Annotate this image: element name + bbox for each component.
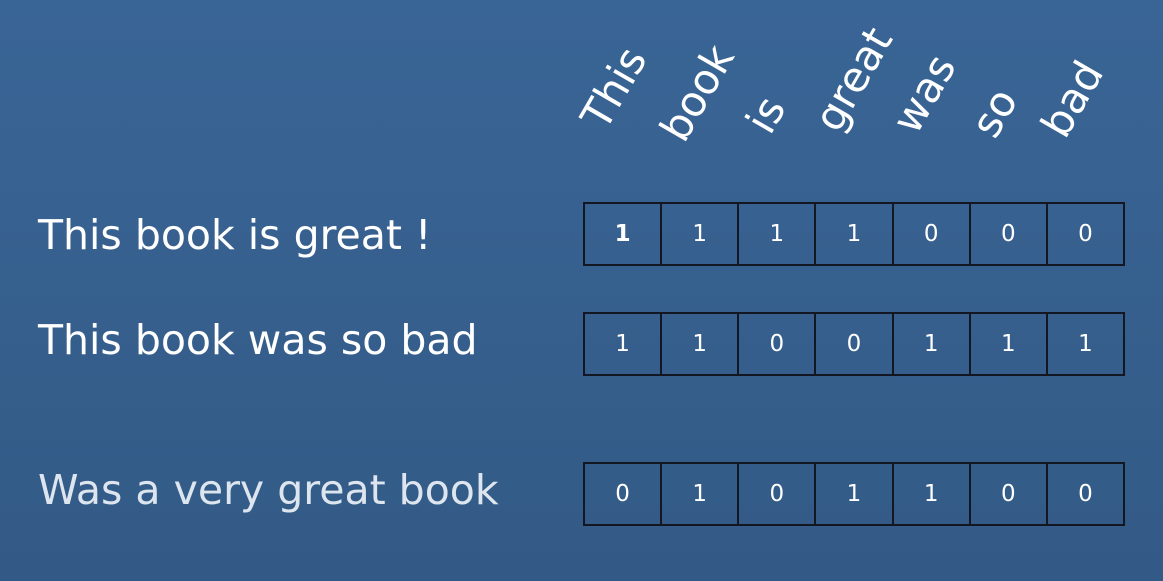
vocab-word-is: is [736, 87, 796, 142]
vector-cell: 1 [662, 464, 740, 524]
vector-cell: 1 [1078, 331, 1093, 357]
sentence-3: Was a very great book [38, 466, 499, 514]
vector-cell: 1 [971, 314, 1048, 374]
vocab-word-so: so [961, 79, 1028, 146]
vector-cell: 0 [739, 464, 817, 524]
vector-cell: 0 [971, 204, 1048, 264]
vector-cell: 1 [894, 314, 971, 374]
vocab-word-great: great [804, 18, 903, 140]
vector-cell: 0 [739, 314, 817, 374]
vector-cell: 0 [1078, 221, 1093, 247]
vocab-word-bad: bad [1031, 52, 1114, 146]
vector-row-3: 0 1 0 1 1 0 0 [583, 462, 1125, 526]
vector-cell: 1 [662, 314, 740, 374]
vocab-word-this: This [571, 38, 657, 138]
sentence-2: This book was so bad [38, 316, 478, 364]
vocab-word-book: book [650, 36, 744, 150]
vector-cell: 1 [739, 204, 817, 264]
vector-cell: 0 [971, 464, 1048, 524]
vocab-word-was: was [882, 45, 966, 142]
vector-cell: 1 [894, 464, 971, 524]
vector-cell: 0 [894, 204, 971, 264]
vector-row-1: 1 1 1 1 0 0 0 [583, 202, 1125, 266]
vector-cell: 0 [585, 464, 663, 524]
vector-cell: 1 [816, 464, 894, 524]
vector-cell: 0 [816, 314, 894, 374]
vector-cell: 1 [585, 204, 663, 264]
vector-cell: 0 [1078, 481, 1093, 507]
vector-cell: 1 [816, 204, 894, 264]
vector-row-2: 1 1 0 0 1 1 1 [583, 312, 1125, 376]
vector-cell: 1 [585, 314, 663, 374]
vector-cell: 1 [662, 204, 740, 264]
sentence-1: This book is great ! [38, 211, 432, 259]
